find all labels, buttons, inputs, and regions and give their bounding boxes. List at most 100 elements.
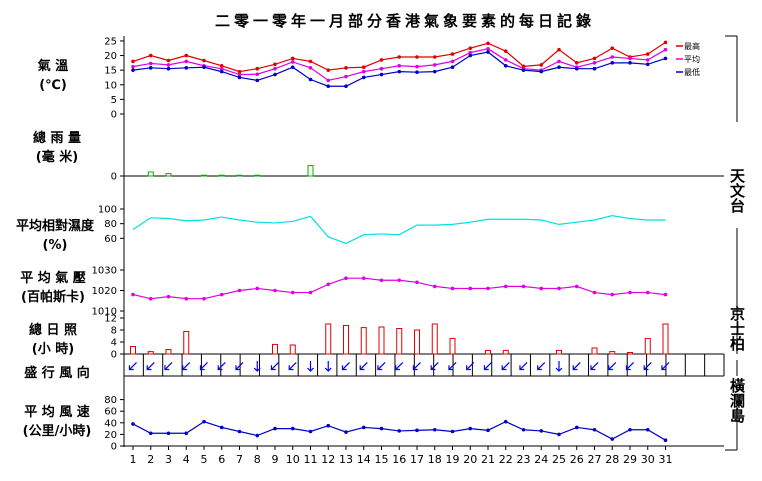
- rainfall-bar: [165, 173, 172, 177]
- wind-direction-arrow: [625, 362, 634, 371]
- wind-direction-arrow: [519, 362, 528, 371]
- x-tick-label: 11: [304, 453, 318, 466]
- wind-arrow-head: [253, 367, 261, 372]
- wind-direction-arrow: [217, 362, 226, 371]
- wind-direction-arrow: [608, 362, 617, 371]
- mean-temp-line-point: [663, 47, 668, 52]
- sunshine-tick-label: 0: [111, 350, 117, 361]
- x-tick-label: 24: [534, 453, 548, 466]
- wind-speed-line-point: [184, 431, 189, 436]
- max-temp-line-point: [539, 63, 544, 67]
- wind-arrow-head: [590, 365, 596, 371]
- pressure-label: 平 均 氣 壓: [20, 270, 86, 286]
- humidity-label: 平均相對濕度: [16, 218, 95, 234]
- min-temp-line-point: [557, 65, 561, 70]
- rainfall-bar: [307, 165, 314, 177]
- wind-arrow-head: [146, 365, 152, 371]
- wind-arrow-shaft: [661, 362, 670, 370]
- wind-direction-arrow: [253, 361, 261, 372]
- mean-temp-line-point: [255, 72, 260, 77]
- rainfall-tick-label: 0: [111, 172, 117, 183]
- mean-temp-line-point: [432, 63, 437, 67]
- wind-speed-tick-label: 80: [104, 395, 117, 406]
- wind-arrow-shaft: [395, 362, 404, 370]
- mean-temp-line-point: [308, 66, 313, 70]
- pressure-line-point: [131, 292, 135, 297]
- sunshine-bar: [272, 343, 278, 355]
- mean-temp-line-point: [592, 61, 597, 65]
- wind-direction-arrow: [146, 362, 155, 371]
- mean-temp-line-point: [290, 60, 295, 64]
- wind-speed-line-point: [592, 427, 597, 432]
- wind-arrow-head: [501, 365, 507, 371]
- pressure-line-point: [503, 284, 508, 289]
- wind-direction-arrow: [359, 362, 368, 371]
- wind-arrow-head: [430, 365, 436, 371]
- wind-arrow-shaft: [129, 362, 137, 370]
- wind-arrow-shaft: [626, 362, 634, 370]
- wind-speed-line-point: [574, 425, 579, 430]
- max-temp-line-point: [131, 59, 135, 64]
- wind-arrow-shaft: [235, 362, 244, 370]
- pressure-line-point: [557, 286, 561, 291]
- wind-arrow-head: [395, 365, 400, 371]
- max-temp-line-point: [344, 66, 348, 70]
- pressure-line-point: [237, 288, 242, 293]
- pressure-line-point: [255, 286, 260, 291]
- mean-temp-line-point: [610, 55, 615, 59]
- pressure-line-point: [468, 286, 473, 291]
- temperature-unit-label: (℃): [39, 78, 67, 93]
- min-temp-line-point: [397, 69, 402, 74]
- pressure-line-point: [521, 284, 526, 289]
- wind-direction-arrow: [501, 362, 510, 371]
- min-temp-line-point: [432, 69, 437, 74]
- wind-arrow-shaft: [182, 362, 191, 370]
- wind-arrow-head: [519, 365, 525, 371]
- max-temp-line-point: [184, 53, 189, 58]
- max-temp-line-point: [255, 66, 260, 71]
- wind-arrow-head: [270, 365, 276, 371]
- x-tick-label: 27: [588, 453, 602, 466]
- wind-direction-label: 盛 行 風 向: [24, 365, 90, 381]
- sunshine-bar: [627, 352, 633, 355]
- wind-speed-tick-label: 40: [104, 418, 117, 429]
- sunshine-bar: [485, 349, 491, 355]
- wind-direction-arrow: [128, 362, 137, 371]
- sunshine-bar: [183, 331, 190, 355]
- pressure-line-point: [628, 290, 632, 295]
- x-tick-label: 28: [605, 453, 619, 466]
- pressure-line-point: [290, 290, 295, 295]
- max-temp-line-point: [290, 56, 295, 61]
- min-temp-line-point: [326, 84, 331, 89]
- wind-arrow-shaft: [484, 362, 492, 370]
- min-temp-line-point: [379, 72, 384, 77]
- wind-arrow-head: [537, 365, 542, 371]
- wind-direction-arrow: [643, 362, 652, 371]
- min-temp-line-point: [255, 78, 260, 83]
- sunshine-tick-label: 4: [111, 338, 117, 349]
- wind-direction-arrow: [288, 362, 297, 371]
- pressure-line-point: [273, 288, 277, 293]
- max-temp-line-point: [432, 55, 437, 59]
- x-tick-label: 5: [201, 453, 208, 466]
- min-temp-line-point: [308, 77, 313, 82]
- max-temp-line-point: [273, 62, 277, 67]
- wind-speed-tick-label: 20: [104, 430, 117, 441]
- mean-temp-line-point: [184, 59, 189, 64]
- wind-arrow-head: [643, 365, 649, 371]
- wind-arrow-head: [324, 367, 332, 372]
- max-temp-line-point: [361, 65, 366, 70]
- x-tick-label: 10: [286, 453, 300, 466]
- x-tick-label: 9: [272, 453, 279, 466]
- wind-speed-line-point: [166, 431, 171, 436]
- wind-arrow-head: [572, 365, 578, 371]
- pressure-tick-label: 1020: [92, 286, 117, 297]
- pressure-line-point: [486, 286, 490, 291]
- wind-direction-arrow: [341, 362, 350, 371]
- pressure-line-point: [344, 276, 348, 281]
- wind-speed-line-point: [148, 431, 153, 436]
- min-temp-line-point: [290, 65, 295, 70]
- max-temp-line-point: [486, 41, 490, 46]
- max-temp-line-point: [166, 58, 171, 63]
- min-temp-line-point: [610, 61, 615, 65]
